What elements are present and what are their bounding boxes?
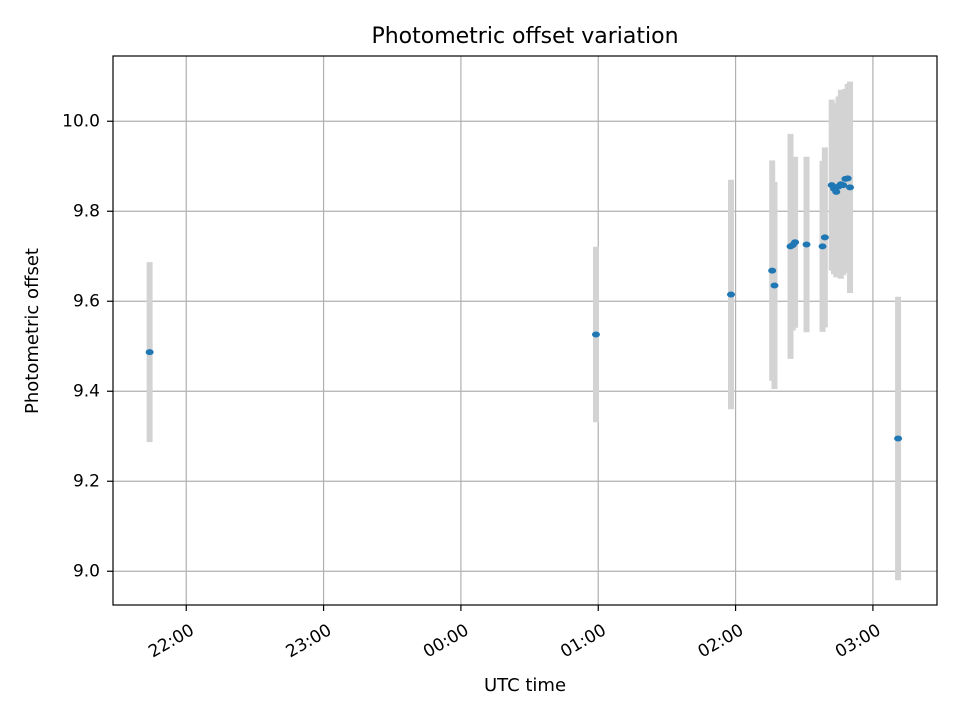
x-tick-label: 03:00 xyxy=(832,620,884,662)
x-tick-label: 02:00 xyxy=(695,620,747,662)
x-tick-label: 23:00 xyxy=(283,620,335,662)
data-point xyxy=(843,175,852,182)
x-tick-label: 00:00 xyxy=(420,620,472,662)
data-point xyxy=(818,243,827,250)
data-point xyxy=(145,349,154,356)
data-point xyxy=(791,239,800,246)
y-tick-label: 9.8 xyxy=(73,201,100,221)
chart-title: Photometric offset variation xyxy=(371,24,678,49)
x-axis-label: UTC time xyxy=(484,675,566,696)
point-layer xyxy=(145,175,903,442)
data-point xyxy=(802,241,811,248)
y-tick-label: 9.4 xyxy=(73,381,100,401)
data-point xyxy=(832,188,841,195)
data-point xyxy=(727,291,735,298)
errorbar-layer xyxy=(146,81,902,581)
tick-layer: 22:00 23:00 00:00 01:00 02:00 03:00 9.0 9.2 9.4 9… xyxy=(62,111,884,662)
x-tick-label: 22:00 xyxy=(145,620,197,662)
data-point xyxy=(820,234,829,241)
y-axis-label: Photometric offset xyxy=(22,248,43,414)
data-point xyxy=(770,282,779,289)
plot-frame xyxy=(112,55,938,606)
y-tick-label: 10.0 xyxy=(62,111,100,131)
y-tick-label: 9.6 xyxy=(73,291,100,311)
data-point xyxy=(894,435,903,442)
y-tick-label: 9.2 xyxy=(73,471,100,491)
data-point xyxy=(846,184,855,191)
data-point xyxy=(591,331,600,338)
grid-layer xyxy=(113,56,937,605)
x-tick-label: 01:00 xyxy=(557,620,609,662)
y-tick-label: 9.0 xyxy=(73,561,100,581)
data-point xyxy=(768,267,777,274)
data-point xyxy=(839,182,848,189)
